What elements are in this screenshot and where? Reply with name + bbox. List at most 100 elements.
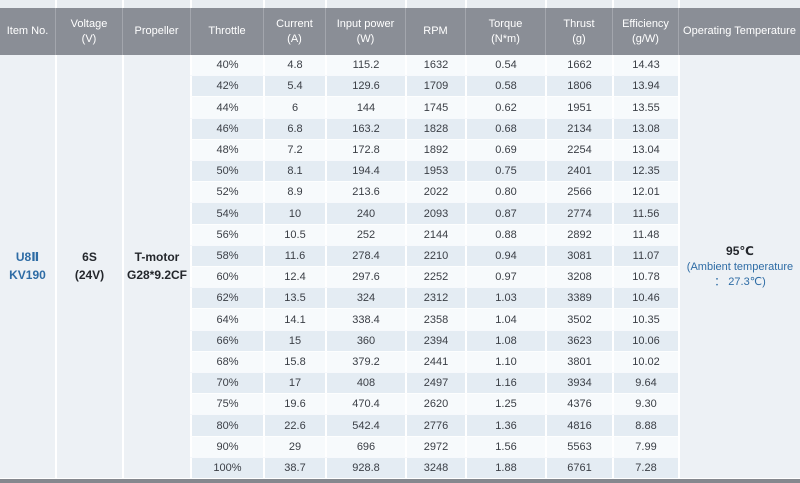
cell-input_power: 240 — [325, 203, 405, 224]
cell-torque: 1.04 — [465, 309, 545, 330]
cell-input_power: 470.4 — [325, 394, 405, 415]
cell-efficiency: 11.07 — [612, 245, 678, 267]
cell-input_power: 194.4 — [325, 161, 405, 182]
cell-thrust: 2401 — [545, 161, 612, 182]
table-row: 44% 6 144 1745 0.62 1951 13.55 — [190, 96, 678, 118]
column-label: RPM — [423, 25, 448, 38]
propeller-cell: T-motor G28*9.2CF — [122, 55, 190, 478]
table-row: 54% 10 240 2093 0.87 2774 11.56 — [190, 202, 678, 224]
cell-torque: 0.54 — [465, 55, 545, 76]
cell-input_power: 542.4 — [325, 415, 405, 436]
cell-current: 7.2 — [263, 139, 325, 161]
cell-current: 10 — [263, 203, 325, 224]
item-no-cell: U8Ⅱ KV190 — [0, 55, 55, 478]
cell-efficiency: 11.48 — [612, 224, 678, 245]
cell-current: 11.6 — [263, 245, 325, 267]
cell-efficiency: 10.06 — [612, 330, 678, 351]
table-row: 64% 14.1 338.4 2358 1.04 3502 10.35 — [190, 308, 678, 330]
column-header-rpm: RPM — [405, 8, 465, 55]
strip-cell — [325, 0, 405, 8]
cell-input_power: 278.4 — [325, 245, 405, 267]
table-row: 75% 19.6 470.4 2620 1.25 4376 9.30 — [190, 393, 678, 415]
cell-current: 29 — [263, 436, 325, 457]
ambient-temperature-note-line2: ： 27.3℃) — [714, 276, 766, 289]
cell-current: 6.8 — [263, 118, 325, 139]
strip-cell — [0, 0, 55, 8]
cell-current: 10.5 — [263, 224, 325, 245]
cell-rpm: 2497 — [405, 373, 465, 394]
column-unit: (N*m) — [491, 32, 520, 45]
cell-thrust: 3801 — [545, 351, 612, 373]
column-label: Torque — [488, 18, 523, 31]
cell-rpm: 2620 — [405, 394, 465, 415]
cell-torque: 1.08 — [465, 330, 545, 351]
cell-torque: 1.36 — [465, 415, 545, 436]
cell-current: 12.4 — [263, 267, 325, 288]
cell-input_power: 129.6 — [325, 76, 405, 97]
cell-input_power: 338.4 — [325, 309, 405, 330]
cell-input_power: 324 — [325, 288, 405, 309]
cell-torque: 0.97 — [465, 267, 545, 288]
cell-efficiency: 8.88 — [612, 415, 678, 436]
cell-rpm: 2776 — [405, 415, 465, 436]
cell-rpm: 1632 — [405, 55, 465, 76]
table-row: 40% 4.8 115.2 1632 0.54 1662 14.43 — [190, 55, 678, 76]
cell-current: 4.8 — [263, 55, 325, 76]
operating-temperature-value: 95℃ — [726, 244, 754, 259]
cell-rpm: 2210 — [405, 245, 465, 267]
cell-thrust: 4376 — [545, 394, 612, 415]
cell-efficiency: 10.35 — [612, 309, 678, 330]
table-row: 50% 8.1 194.4 1953 0.75 2401 12.35 — [190, 160, 678, 182]
cell-input_power: 213.6 — [325, 182, 405, 203]
table-row: 46% 6.8 163.2 1828 0.68 2134 13.08 — [190, 117, 678, 139]
cell-throttle: 42% — [190, 76, 263, 97]
cell-efficiency: 7.28 — [612, 457, 678, 479]
cell-rpm: 2441 — [405, 351, 465, 373]
cell-torque: 1.56 — [465, 436, 545, 457]
cell-thrust: 2892 — [545, 224, 612, 245]
cell-rpm: 2144 — [405, 224, 465, 245]
table-row: 70% 17 408 2497 1.16 3934 9.64 — [190, 372, 678, 394]
cell-efficiency: 12.01 — [612, 182, 678, 203]
cell-torque: 0.94 — [465, 245, 545, 267]
column-header-operating_temperature: Operating Temperature — [678, 8, 800, 55]
cell-throttle: 68% — [190, 351, 263, 373]
column-header-voltage: Voltage (V) — [55, 8, 122, 55]
table-row: 48% 7.2 172.8 1892 0.69 2254 13.04 — [190, 138, 678, 161]
cell-rpm: 1892 — [405, 139, 465, 161]
cell-input_power: 252 — [325, 224, 405, 245]
table-row: 68% 15.8 379.2 2441 1.10 3801 10.02 — [190, 350, 678, 373]
ambient-temperature-note-line1: (Ambient temperature — [686, 261, 794, 274]
column-label: Efficiency — [622, 18, 669, 31]
cell-efficiency: 10.78 — [612, 267, 678, 288]
cell-rpm: 1745 — [405, 97, 465, 118]
strip-cell — [122, 0, 190, 8]
cell-efficiency: 7.99 — [612, 436, 678, 457]
cell-throttle: 58% — [190, 245, 263, 267]
voltage-line1: 6S — [82, 250, 97, 265]
cell-rpm: 2022 — [405, 182, 465, 203]
cell-input_power: 696 — [325, 436, 405, 457]
cell-current: 15 — [263, 330, 325, 351]
cell-torque: 0.88 — [465, 224, 545, 245]
strip-cell — [678, 0, 800, 8]
column-label: Input power — [336, 18, 395, 31]
cell-thrust: 3623 — [545, 330, 612, 351]
strip-cell — [405, 0, 465, 8]
cell-torque: 0.68 — [465, 118, 545, 139]
cell-throttle: 56% — [190, 224, 263, 245]
cell-efficiency: 11.56 — [612, 203, 678, 224]
strip-cell — [465, 0, 545, 8]
strip-cell — [545, 0, 612, 8]
cell-thrust: 2254 — [545, 139, 612, 161]
cell-rpm: 2252 — [405, 267, 465, 288]
table-row: 100% 38.7 928.8 3248 1.88 6761 7.28 — [190, 456, 678, 479]
cell-current: 8.9 — [263, 182, 325, 203]
table-row: 66% 15 360 2394 1.08 3623 10.06 — [190, 329, 678, 351]
cell-torque: 0.58 — [465, 76, 545, 97]
propeller-line1: T-motor — [134, 250, 180, 265]
cell-throttle: 62% — [190, 288, 263, 309]
column-unit: (A) — [287, 32, 302, 45]
cell-current: 22.6 — [263, 415, 325, 436]
operating-temperature-cell: 95℃ (Ambient temperature ： 27.3℃) — [678, 55, 800, 478]
